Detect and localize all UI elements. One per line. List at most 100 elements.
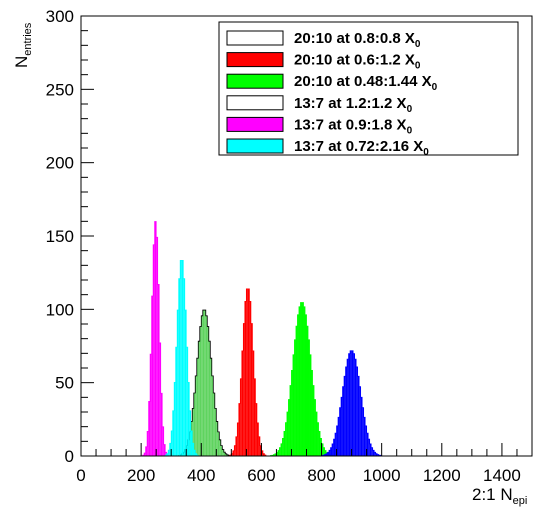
histogram-bin (336, 425, 339, 456)
histogram-bin (359, 386, 361, 456)
histogram-bin (238, 403, 241, 456)
legend-swatch (226, 116, 284, 132)
histogram-bin (285, 422, 287, 456)
histogram-bin (202, 310, 205, 456)
histogram-bin (308, 339, 310, 456)
histogram-bin (255, 403, 257, 456)
histogram-bin (235, 436, 238, 456)
histogram-bin (321, 443, 324, 456)
histogram-bin (374, 452, 376, 456)
histogram-bin (145, 446, 148, 456)
histogram-bin (162, 426, 164, 456)
histogram-bin (157, 284, 160, 456)
histogram-bin (178, 278, 181, 456)
histogram-bin (169, 443, 172, 456)
histogram-bin (277, 450, 280, 456)
histogram-bin (187, 382, 190, 456)
histogram-bin (231, 453, 233, 456)
histogram-bin (156, 237, 158, 456)
histogram-bin (192, 443, 194, 456)
histogram-bin (150, 354, 152, 456)
histogram-bin (183, 278, 185, 456)
histogram-bin (259, 445, 262, 456)
histogram-bin (279, 447, 281, 456)
histogram-bin (282, 438, 284, 456)
histogram-bin (207, 326, 209, 456)
histogram-bin (286, 412, 289, 456)
histogram-bin (280, 443, 283, 456)
histogram-bin (147, 431, 149, 456)
histogram-bin (314, 399, 316, 456)
histogram-bin (225, 453, 227, 456)
histogram-bin (283, 431, 286, 456)
histogram-bin (324, 450, 327, 456)
histogram-bin (318, 431, 321, 456)
histogram-bin (274, 453, 277, 456)
histogram-bin (193, 393, 196, 456)
histogram-bin (165, 452, 167, 456)
histogram-bin (232, 450, 235, 456)
histogram-bin (213, 393, 215, 456)
histogram-bin (335, 433, 337, 456)
legend-label: 20:10 at 0.8:0.8 X0 (294, 30, 421, 50)
histogram-bin (305, 314, 307, 456)
histogram-bin (219, 439, 221, 456)
histogram-bin (211, 375, 214, 456)
histogram-bin (160, 393, 163, 456)
histogram-bin (333, 439, 336, 456)
histogram-bin (163, 444, 166, 456)
histogram-bin (174, 382, 176, 456)
histogram-bin (353, 353, 355, 456)
y-tick-label: 150 (46, 227, 74, 246)
histogram-bin (329, 450, 331, 456)
histogram-bin (244, 301, 247, 456)
histogram-bin (223, 452, 226, 456)
histogram-bin (309, 354, 312, 456)
histogram-bin (159, 342, 161, 456)
histogram-bin (226, 454, 229, 456)
histogram-bin (196, 358, 199, 456)
series-outline (142, 221, 169, 456)
histogram-bin (240, 378, 242, 456)
x-tick-label: 800 (307, 466, 335, 485)
histogram-bin (315, 412, 318, 456)
histogram-bin (180, 260, 182, 456)
histogram-bin (175, 347, 178, 456)
histogram-bin (153, 244, 155, 456)
histogram-bin (324, 454, 327, 456)
histogram-bin (190, 430, 193, 456)
legend-swatch (226, 73, 284, 89)
histogram-bin (273, 454, 275, 456)
histogram-bin (144, 453, 146, 456)
y-tick-label: 50 (55, 374, 74, 393)
legend-swatch (226, 30, 284, 46)
x-tick-label: 1200 (423, 466, 461, 485)
histogram-bin (365, 425, 367, 456)
histogram-bin (323, 447, 325, 456)
histogram-bin (339, 407, 342, 456)
histogram-bin (363, 417, 366, 456)
legend-label: 13:7 at 1.2:1.2 X0 (294, 95, 413, 115)
histogram-bin (208, 341, 211, 456)
histogram-bin (360, 397, 363, 456)
histogram-bin (276, 452, 278, 456)
histogram-bin (332, 443, 334, 456)
histogram-bin (377, 454, 379, 456)
histogram-bin (246, 288, 248, 456)
histogram-bin (351, 350, 354, 456)
histogram-bin (262, 453, 265, 456)
series-1 (229, 288, 267, 456)
series-outline (321, 350, 383, 456)
histogram-bin (301, 302, 304, 456)
histogram-bin (181, 260, 184, 456)
x-tick-label: 1000 (363, 466, 401, 485)
histogram-bin (148, 401, 151, 456)
axis-ticks: 0 200 400 600 800 1000 1200 1400 0 50 100 150 200 250… (46, 7, 533, 485)
x-axis-title: 2:1 Nepi (472, 485, 527, 507)
series-3 (321, 350, 383, 456)
histogram-bin (354, 359, 357, 456)
histogram-bin (338, 417, 340, 456)
histogram-bin (193, 450, 196, 456)
